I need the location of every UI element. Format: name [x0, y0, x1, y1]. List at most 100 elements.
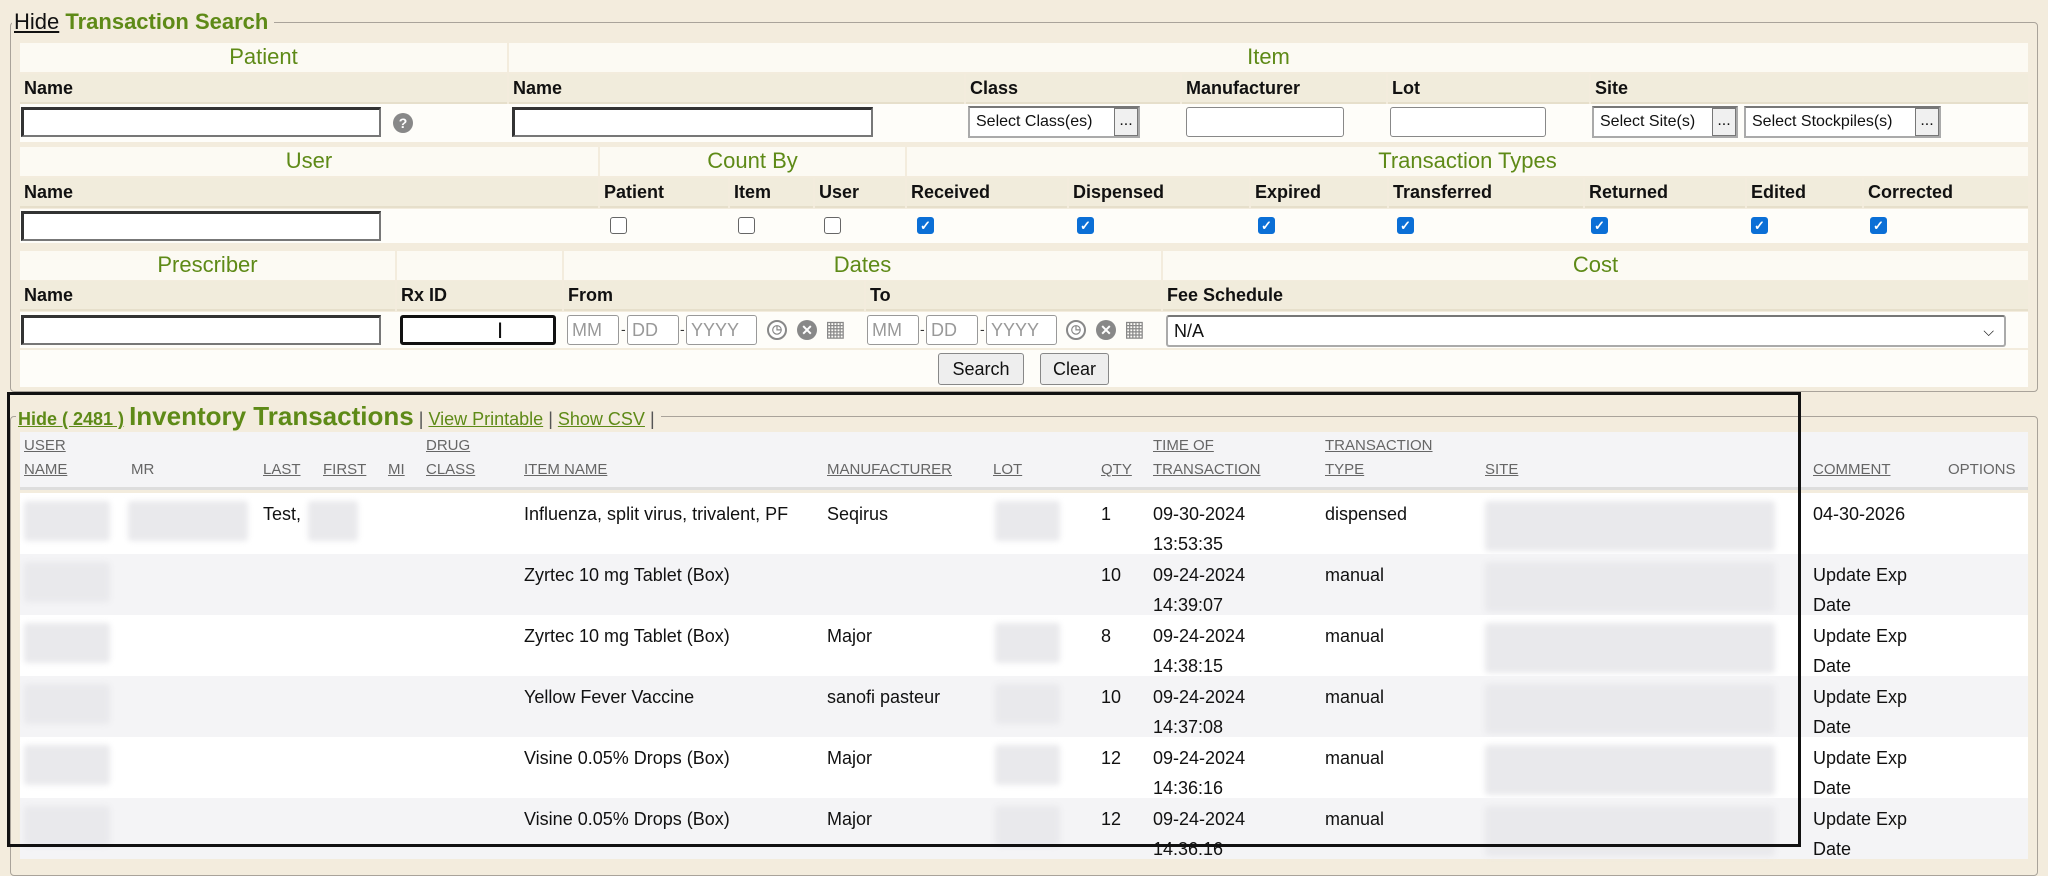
calendar-icon[interactable]: ▦: [1124, 316, 1145, 341]
col-site[interactable]: SITE: [1485, 461, 1519, 478]
col-user-name[interactable]: USER NAME: [24, 434, 67, 482]
site-dots-button[interactable]: ...: [1712, 108, 1736, 136]
dash: -: [920, 321, 925, 337]
item-name-label: Name: [509, 74, 964, 104]
col-item-name[interactable]: ITEM NAME: [524, 461, 608, 478]
received-checkbox[interactable]: ✓: [917, 217, 934, 234]
col-label: TRANSACTION: [1153, 461, 1261, 478]
from-year-input[interactable]: YYYY: [686, 315, 757, 345]
dispensed-checkbox[interactable]: ✓: [1077, 217, 1094, 234]
type-edited-label: Edited: [1747, 178, 1862, 208]
help-icon[interactable]: ?: [393, 113, 413, 133]
col-qty[interactable]: QTY: [1101, 461, 1132, 478]
hide-results-link[interactable]: Hide ( 2481 ): [18, 409, 125, 429]
redacted-lot: [995, 806, 1060, 846]
count-by-item-checkbox[interactable]: [738, 217, 755, 234]
prescriber-name-input[interactable]: [21, 315, 381, 345]
select-site-label: Select Site(s): [1600, 113, 1696, 130]
transferred-checkbox[interactable]: ✓: [1397, 217, 1414, 234]
fee-schedule-select[interactable]: N/A ⌵: [1166, 315, 2006, 347]
from-month-input[interactable]: MM: [567, 315, 619, 345]
class-label: Class: [966, 74, 1180, 104]
count-by-patient-label: Patient: [600, 178, 728, 208]
inventory-transactions-legend: Hide ( 2481 ) Inventory Transactions | V…: [16, 400, 661, 435]
table-row[interactable]: Visine 0.05% Drops (Box) Major 12 09-24-202…: [20, 798, 2028, 859]
table-row[interactable]: Zyrtec 10 mg Tablet (Box) 10 09-24-2024 14:…: [20, 554, 2028, 615]
clear-button[interactable]: Clear: [1040, 353, 1109, 385]
lot-label: Lot: [1388, 74, 1589, 104]
rx-id-input[interactable]: [400, 315, 556, 345]
col-label: USER: [24, 437, 66, 454]
col-manufacturer[interactable]: MANUFACTURER: [827, 461, 953, 478]
clear-x-icon[interactable]: ✕: [1096, 320, 1116, 340]
redacted-site: [1485, 562, 1775, 612]
returned-checkbox[interactable]: ✓: [1591, 217, 1608, 234]
corrected-checkbox[interactable]: ✓: [1870, 217, 1887, 234]
col-first[interactable]: FIRST: [323, 461, 367, 478]
col-mi[interactable]: MI: [388, 461, 405, 478]
col-comment[interactable]: COMMENT: [1813, 461, 1891, 478]
lot-input[interactable]: [1390, 107, 1546, 137]
manufacturer: Major: [827, 748, 873, 768]
select-site-button[interactable]: Select Site(s)...: [1592, 106, 1738, 138]
item-name: Zyrtec 10 mg Tablet (Box): [524, 626, 730, 646]
table-row[interactable]: Yellow Fever Vaccine sanofi pasteur 10 09-2…: [20, 676, 2028, 737]
item-name-input[interactable]: [512, 107, 873, 137]
table-row[interactable]: Visine 0.05% Drops (Box) Major 12 09-24-202…: [20, 737, 2028, 798]
stockpiles-dots-button[interactable]: ...: [1915, 108, 1939, 136]
redacted-lot: [995, 684, 1060, 724]
redacted-lot: [995, 501, 1060, 541]
clear-x-icon[interactable]: ✕: [797, 320, 817, 340]
table-header: [20, 432, 2028, 490]
time: 14:36:16: [1153, 839, 1224, 859]
to-month-input[interactable]: MM: [867, 315, 919, 345]
comment: Update Exp Date: [1813, 565, 1908, 615]
show-csv-link[interactable]: Show CSV: [557, 409, 645, 429]
clock-icon[interactable]: ◷: [1066, 320, 1086, 340]
table-row[interactable]: Zyrtec 10 mg Tablet (Box) Major 8 09-24-202…: [20, 615, 2028, 676]
expired-checkbox[interactable]: ✓: [1258, 217, 1275, 234]
count-by-user-label: User: [815, 178, 905, 208]
calendar-icon[interactable]: ▦: [825, 316, 846, 341]
transaction-time: 09-24-2024 14:38:15: [1153, 621, 1245, 681]
date: 09-24-2024: [1153, 809, 1246, 829]
count-by-patient-checkbox[interactable]: [610, 217, 627, 234]
from-day-input[interactable]: DD: [627, 315, 679, 345]
fee-schedule-label: Fee Schedule: [1163, 281, 2028, 311]
patient-name-input[interactable]: [21, 107, 381, 137]
search-button[interactable]: Search: [938, 353, 1024, 385]
edited-checkbox[interactable]: ✓: [1751, 217, 1768, 234]
type-corrected-label: Corrected: [1864, 178, 2028, 208]
select-stockpiles-button[interactable]: Select Stockpiles(s)...: [1744, 106, 1941, 138]
count-by-user-checkbox[interactable]: [824, 217, 841, 234]
select-class-button[interactable]: Select Class(es)...: [968, 106, 1140, 138]
transaction-type: manual: [1325, 809, 1385, 829]
time: 13:53:35: [1153, 534, 1224, 554]
dash: -: [680, 321, 685, 337]
col-time[interactable]: TIME OF TRANSACTION: [1153, 434, 1261, 482]
to-day-input[interactable]: DD: [926, 315, 978, 345]
transaction-time: 09-24-2024 14:36:16: [1153, 743, 1245, 803]
col-drug-class[interactable]: DRUG CLASS: [426, 434, 475, 482]
comment: 04-30-2026: [1813, 504, 1906, 524]
clock-icon[interactable]: ◷: [767, 320, 787, 340]
qty: 10: [1101, 687, 1122, 707]
transaction-time: 09-30-2024 13:53:35: [1153, 499, 1245, 559]
comment: Update Exp Date: [1813, 748, 1908, 798]
select-stockpiles-label: Select Stockpiles(s): [1752, 113, 1893, 130]
col-type[interactable]: TRANSACTION TYPE: [1325, 434, 1433, 482]
table-row[interactable]: Test, Influenza, split virus, trivalent, …: [20, 493, 2028, 554]
date: 09-30-2024: [1153, 504, 1246, 524]
dash: -: [621, 321, 626, 337]
hide-search-link[interactable]: Hide: [14, 9, 60, 34]
class-dots-button[interactable]: ...: [1114, 108, 1138, 136]
view-printable-link[interactable]: View Printable: [428, 409, 544, 429]
type-dispensed-label: Dispensed: [1069, 178, 1249, 208]
col-last[interactable]: LAST: [263, 461, 301, 478]
comment: Update Exp Date: [1813, 687, 1908, 737]
manufacturer-input[interactable]: [1186, 107, 1344, 137]
col-lot[interactable]: LOT: [993, 461, 1023, 478]
user-name-input[interactable]: [21, 211, 381, 241]
to-year-input[interactable]: YYYY: [986, 315, 1057, 345]
col-label: TYPE: [1325, 461, 1365, 478]
